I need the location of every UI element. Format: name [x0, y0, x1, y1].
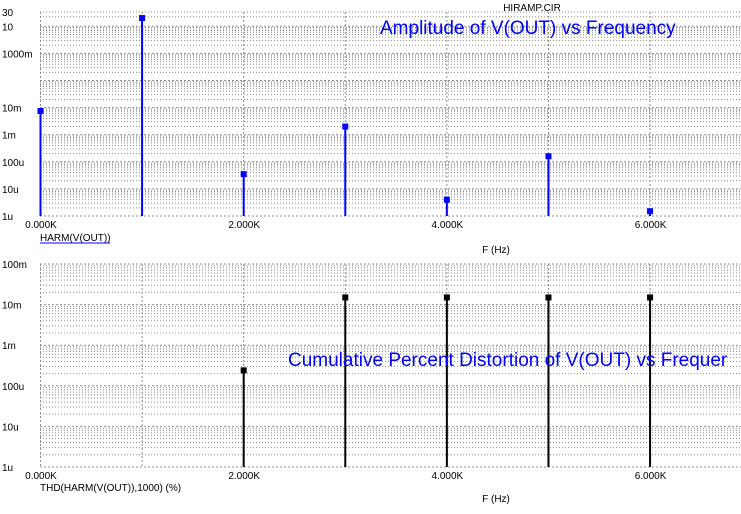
data-point-marker [240, 171, 247, 178]
y-tick-label: 30 [2, 8, 14, 19]
x-tick-label: 0.000K [25, 220, 57, 231]
distortion-x-tick-labels: 0.000K 2.000K 4.000K 6.000K [25, 471, 667, 482]
y-tick-label: 10u [2, 185, 19, 196]
x-tick-label: 0.000K [25, 471, 57, 482]
amplitude-chart-title: Amplitude of V(OUT) vs Frequency [380, 18, 676, 39]
data-point-marker [342, 294, 349, 301]
amplitude-grid [40, 11, 741, 217]
file-title: HIRAMP.CIR [503, 3, 561, 14]
data-point-marker [342, 123, 349, 130]
amplitude-plot: HIRAMP.CIR 1u 10u 100u 1m 10m 1000m 10 30 0.000… [2, 3, 741, 256]
data-point-marker [545, 153, 552, 160]
x-tick-label: 4.000K [432, 471, 464, 482]
distortion-y-tick-labels: 1u 10u 100u 1m 10m 100m [2, 260, 27, 474]
data-point-marker [545, 294, 552, 301]
x-tick-label: 2.000K [228, 471, 260, 482]
y-tick-label: 100u [2, 158, 24, 169]
y-tick-label: 1m [2, 131, 16, 142]
y-tick-label: 1u [2, 212, 13, 223]
data-point-marker [647, 208, 654, 215]
x-tick-label: 2.000K [228, 220, 260, 231]
data-point-marker [139, 15, 146, 22]
distortion-x-axis-label: F (Hz) [482, 494, 510, 505]
y-tick-label: 10u [2, 422, 19, 433]
data-point-marker [647, 294, 654, 301]
x-tick-label: 4.000K [432, 220, 464, 231]
y-tick-label: 100m [2, 260, 27, 271]
x-tick-label: 6.000K [635, 471, 667, 482]
data-point-marker [240, 367, 247, 374]
y-tick-label: 1000m [2, 49, 33, 60]
amplitude-x-tick-labels: 0.000K 2.000K 4.000K 6.000K [25, 220, 667, 231]
y-tick-label: 100u [2, 382, 24, 393]
data-point-marker [443, 196, 450, 203]
amplitude-series [37, 15, 654, 216]
amplitude-y-tick-labels: 1u 10u 100u 1m 10m 1000m 10 30 [2, 8, 33, 223]
distortion-chart-title: Cumulative Percent Distortion of V(OUT) … [288, 350, 728, 371]
distortion-trace-label[interactable]: THD(HARM(V(OUT)),1000) (%) [40, 483, 181, 494]
x-tick-label: 6.000K [635, 220, 667, 231]
y-tick-label: 10 [2, 22, 14, 33]
y-tick-label: 1m [2, 341, 16, 352]
y-tick-label: 10m [2, 104, 21, 115]
distortion-plot: 1u 10u 100u 1m 10m 100m 0.000K 2.000K 4.000K 6.0… [2, 260, 741, 505]
y-tick-label: 1u [2, 463, 13, 474]
distortion-series [240, 294, 654, 467]
amplitude-trace-label[interactable]: HARM(V(OUT)) [40, 233, 111, 244]
y-tick-label: 10m [2, 301, 21, 312]
data-point-marker [443, 294, 450, 301]
amplitude-x-axis-label: F (Hz) [482, 245, 510, 256]
data-point-marker [37, 107, 44, 114]
